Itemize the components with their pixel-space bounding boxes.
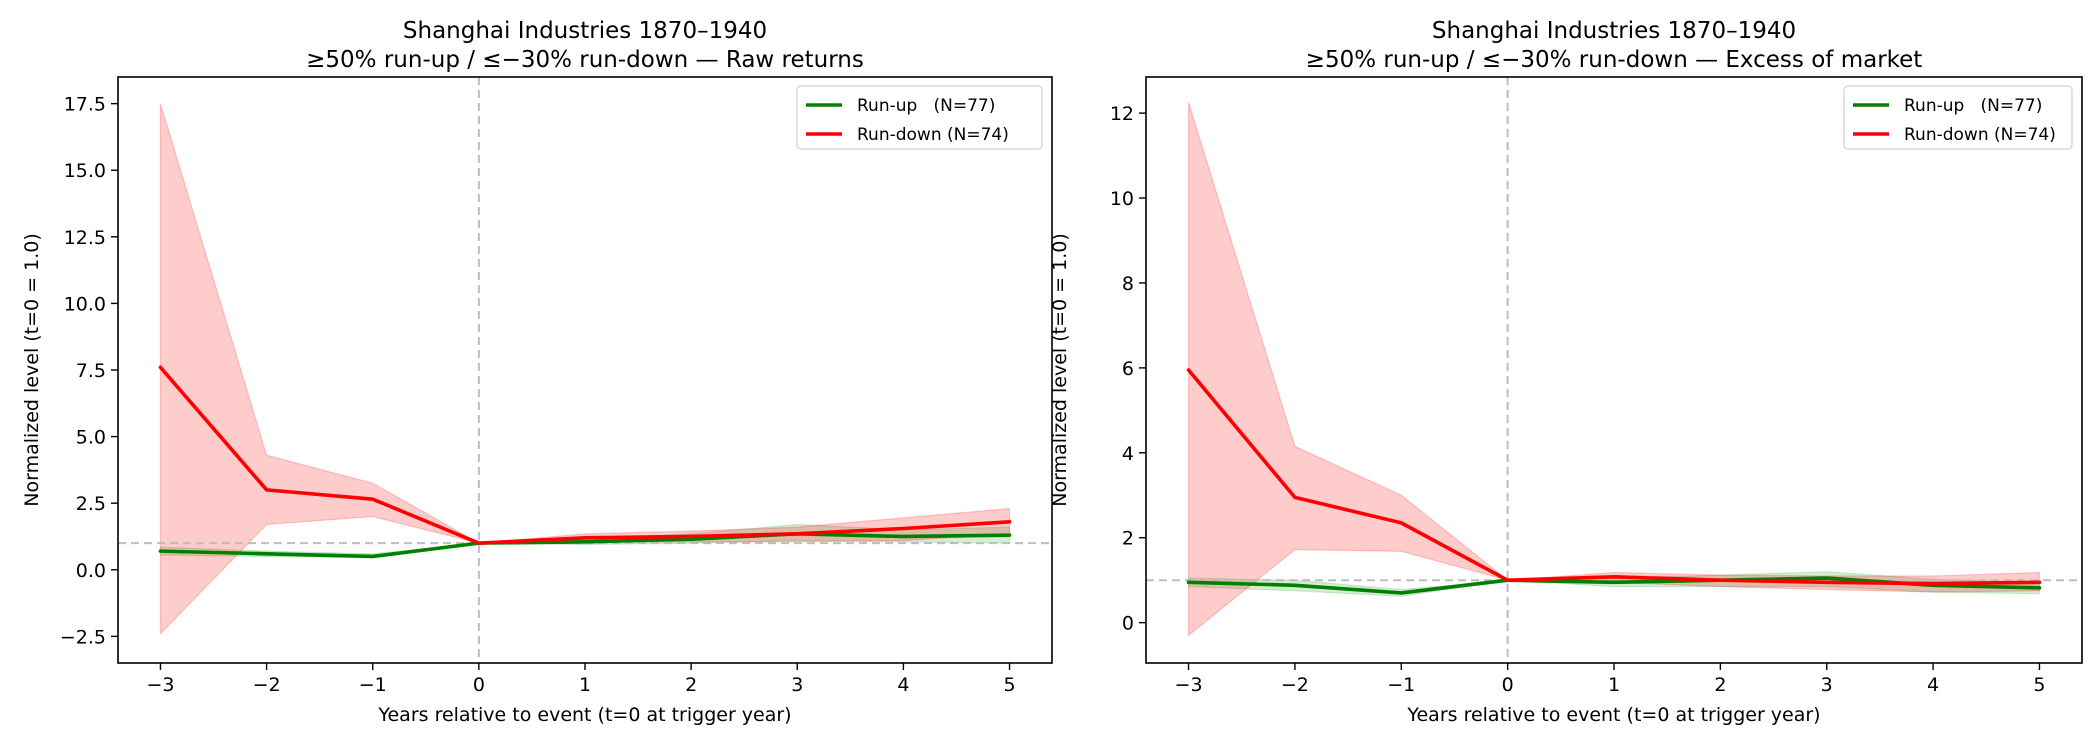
legend-box [1843,85,2073,150]
x-tick-label: 0 [473,674,485,696]
y-tick-label: 7.5 [76,360,106,382]
x-tick-label: −3 [146,674,174,696]
y-tick-label: −2.5 [60,626,106,648]
x-tick-label: 5 [2033,674,2045,696]
chart-title: Shanghai Industries 1870–1940 [1432,18,1796,44]
x-tick-label: 5 [1003,674,1015,696]
x-tick-label: 2 [1714,674,1726,696]
x-tick-label: −2 [1281,674,1309,696]
x-tick-label: 3 [791,674,803,696]
x-axis-label: Years relative to event (t=0 at trigger … [377,704,791,726]
x-tick-label: −2 [253,674,281,696]
legend-label-run-down: Run-down (N=74) [1904,125,2056,145]
x-tick-label: 4 [897,674,909,696]
series-line-run-down [1186,368,2042,586]
y-tick-label: 0.0 [76,560,106,582]
y-axis-label: Normalized level (t=0 = 1.0) [21,233,43,507]
x-axis-label: Years relative to event (t=0 at trigger … [1406,704,1820,726]
chart-title: Shanghai Industries 1870–1940 [403,18,767,44]
y-axis-label: Normalized level (t=0 = 1.0) [1049,233,1071,507]
x-tick-label: −3 [1175,674,1203,696]
chart-subtitle: ≥50% run-up / ≤−30% run-down — Excess of… [1306,47,1923,73]
y-tick-label: 4 [1122,443,1134,465]
axes-frame [117,76,1053,664]
legend-label-run-down: Run-down (N=74) [857,125,1009,145]
confidence-band-run-down [1187,102,2041,637]
x-tick-label: −1 [359,674,387,696]
plot-area [118,77,1052,663]
x-tick-label: 1 [579,674,591,696]
y-tick-label: 12 [1110,103,1134,125]
x-tick-label: −1 [1387,674,1415,696]
legend: Run-up (N=77) Run-down (N=74) [1843,85,2073,150]
chart-subtitle: ≥50% run-up / ≤−30% run-down — Raw retur… [306,47,864,73]
legend-label-run-up: Run-up (N=77) [857,96,995,116]
y-tick-label: 8 [1122,273,1134,295]
y-tick-label: 2 [1122,528,1134,550]
y-tick-label: 15.0 [64,160,106,182]
y-tick-label: 10.0 [64,293,106,315]
legend-box [796,85,1043,150]
chart-panel-2: Shanghai Industries 1870–1940 ≥50% run-up… [1049,18,2083,726]
legend-label-run-up: Run-up (N=77) [1904,96,2042,116]
x-tick-label: 3 [1821,674,1833,696]
x-tick-label: 0 [1502,674,1514,696]
y-tick-label: 5.0 [76,427,106,449]
legend: Run-up (N=77) Run-down (N=74) [796,85,1043,150]
x-tick-label: 4 [1927,674,1939,696]
series-line-run-up [158,532,1012,559]
y-tick-label: 17.5 [64,94,106,116]
y-tick-label: 10 [1110,188,1134,210]
y-tick-label: 12.5 [64,227,106,249]
plot-area [1146,77,2082,663]
x-tick-label: 2 [685,674,697,696]
y-tick-label: 0 [1122,613,1134,635]
chart-panel-1: Shanghai Industries 1870–1940 ≥50% run-up… [21,18,1053,726]
x-tick-label: 1 [1608,674,1620,696]
series-line-run-down [158,365,1012,545]
y-tick-label: 2.5 [76,493,106,515]
y-tick-label: 6 [1122,358,1134,380]
